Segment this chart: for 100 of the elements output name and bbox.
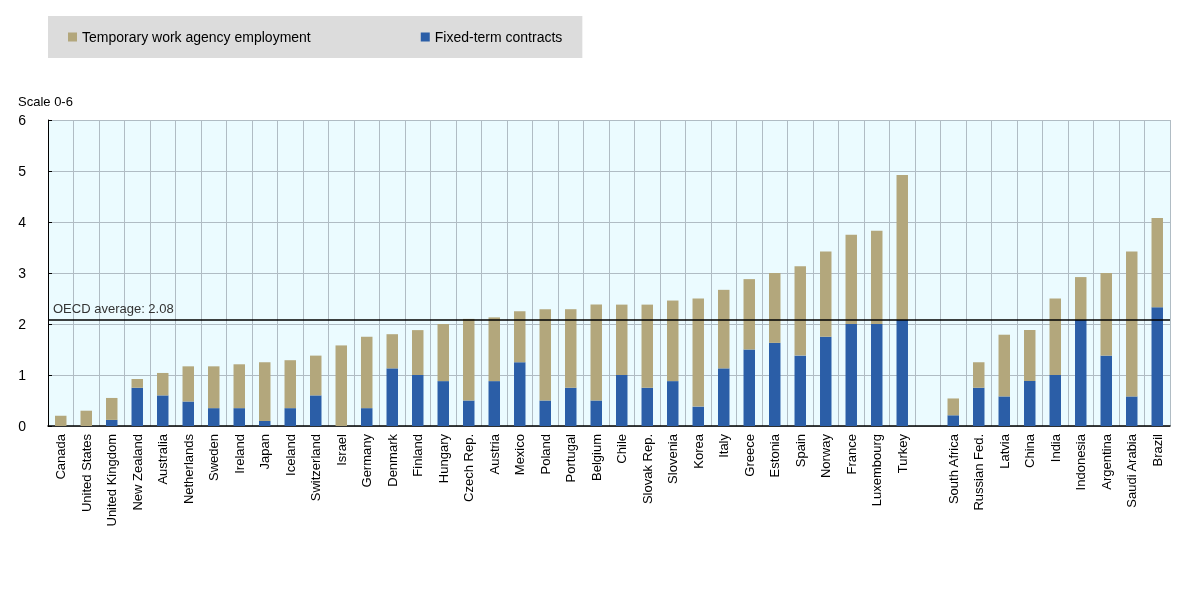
bar [412,375,424,426]
bar [641,304,653,388]
bar [692,406,704,426]
bar [539,400,551,426]
bar [769,273,781,343]
bar [947,398,959,416]
bar [1049,375,1061,426]
bar [1100,273,1112,356]
x-tick-label: France [843,434,859,475]
bar [896,319,908,426]
x-tick-label: Argentina [1098,433,1114,490]
x-tick-label: Finland [410,434,426,477]
x-tick-label: Czech Rep. [461,434,477,502]
x-tick-label: Israel [333,433,349,466]
bar [233,364,245,409]
bar [1100,355,1112,426]
legend-label: Fixed-term contracts [434,29,563,45]
bar [616,304,628,375]
bar [590,400,602,426]
bar [794,266,806,356]
bar [157,395,169,426]
bar [488,381,500,426]
x-tick-label: Switzerland [308,434,324,502]
bar [947,415,959,426]
x-tick-label: Luxembourg [869,434,885,507]
x-tick-label: Poland [537,434,553,475]
x-tick-label: Iceland [282,434,298,476]
bar [157,372,169,396]
y-tick-label: 4 [18,214,27,230]
x-tick-label: Canada [53,433,69,480]
bar [310,395,322,426]
x-tick-label: United States [78,433,94,513]
bar [718,368,730,426]
x-tick-label: Slovak Rep. [639,434,655,505]
x-tick-label: Sweden [206,434,222,481]
bar [55,415,67,426]
x-tick-label: Mexico [512,434,528,476]
bar [1151,307,1163,426]
x-tick-label: Belgium [588,434,604,481]
bar [718,289,730,369]
y-tick-label: 5 [18,163,27,179]
bar [539,309,551,401]
bar [131,387,143,426]
x-tick-label: Saudi Arabia [1124,433,1140,508]
bar [131,379,143,388]
bar [208,408,220,426]
x-tick-label: Australia [155,433,171,485]
bar [463,400,475,426]
bar [386,368,398,426]
x-tick-label: Korea [690,433,706,469]
bar [845,234,857,324]
bar [565,387,577,426]
x-tick-label: Norway [818,433,834,479]
bar [361,336,373,409]
bar [80,410,92,426]
bar [820,251,832,337]
bar [973,362,985,388]
bar [820,336,832,426]
bar [259,420,271,426]
x-tick-label: Russian Fed. [971,434,987,511]
bar [514,362,526,426]
bar [284,360,296,409]
x-tick-label: India [1047,433,1063,463]
bar [998,334,1010,397]
bar [182,366,194,402]
x-tick-label: Estonia [767,433,783,478]
x-tick-label: Germany [359,433,375,488]
x-tick-label: Slovenia [665,433,681,484]
bar [667,300,679,382]
bar [896,175,908,320]
x-tick-label: Denmark [384,433,400,487]
bar [284,408,296,426]
bar [565,309,577,388]
y-tick-label: 0 [18,418,27,434]
bar [208,366,220,409]
x-tick-label: South Africa [945,433,961,505]
bar [692,298,704,407]
bar [769,342,781,426]
bar [743,279,755,350]
bar [182,401,194,426]
x-tick-label: Brazil [1149,433,1165,467]
bar [1126,251,1138,397]
x-tick-label: Japan [257,434,273,470]
bar [845,324,857,426]
x-tick-label: United Kingdom [104,434,120,527]
bar [1151,217,1163,308]
legend-label: Temporary work agency employment [82,29,311,45]
bar [973,387,985,426]
x-tick-label: Greece [741,434,757,477]
bar [1024,330,1036,382]
bar [386,334,398,369]
bar [412,330,424,375]
bar [514,311,526,363]
bar [590,304,602,401]
bar [259,362,271,421]
bar [616,375,628,426]
x-tick-label: Spain [792,434,808,468]
bar [667,381,679,426]
bar [871,230,883,324]
bar [463,318,475,401]
